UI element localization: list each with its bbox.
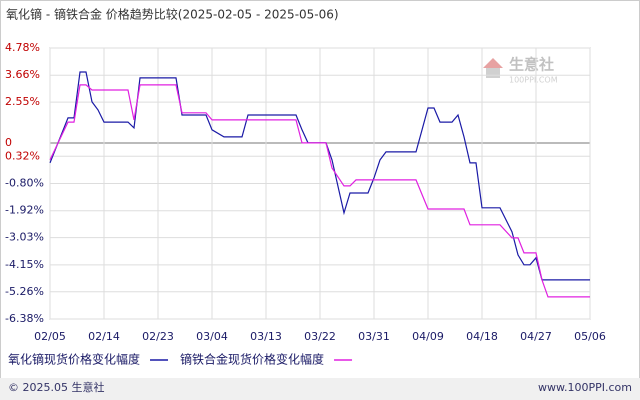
y-tick-label: 2.55% [5, 95, 40, 108]
x-tick-label: 02/14 [88, 330, 120, 343]
x-tick-label: 03/31 [358, 330, 390, 343]
y-tick-label: -3.03% [5, 231, 44, 244]
logo-roof [483, 58, 503, 68]
footer-site: www.100PPI.com [538, 381, 632, 394]
x-tick-label: 02/23 [142, 330, 174, 343]
x-tick-label: 02/05 [34, 330, 66, 343]
footer-copyright: © 2025.05 生意社 [8, 380, 104, 394]
x-tick-label: 03/13 [250, 330, 282, 343]
x-tick-label: 05/06 [574, 330, 606, 343]
x-tick-label: 03/22 [304, 330, 336, 343]
legend-label: 氧化镝现货价格变化幅度 [8, 352, 140, 367]
legend-label: 镝铁合金现货价格变化幅度 [180, 352, 324, 367]
y-tick-label: -6.38% [5, 312, 44, 325]
logo-house [486, 68, 500, 78]
y-tick-label: 4.78% [5, 41, 40, 54]
y-tick-label: -0.80% [5, 177, 44, 190]
y-tick-label: 0.32% [5, 149, 40, 162]
chart-title: 氧化镝 - 镝铁合金 价格趋势比较(2025-02-05 - 2025-05-0… [6, 7, 339, 22]
x-tick-label: 03/04 [196, 330, 228, 343]
y-tick-label: 3.66% [5, 68, 40, 81]
logo-name: 生意社 [509, 56, 554, 74]
y-tick-label: -5.26% [5, 285, 44, 298]
series-line [49, 84, 590, 298]
y-tick-label: 0 [5, 136, 12, 149]
series-line [49, 71, 590, 281]
x-tick-label: 04/18 [466, 330, 498, 343]
footer-bar [0, 378, 640, 400]
x-tick-label: 04/27 [520, 330, 552, 343]
logo: 生意社 100PPI.COM [483, 56, 558, 85]
logo-site: 100PPI.COM [509, 76, 558, 85]
y-tick-label: -1.92% [5, 204, 44, 217]
x-tick-label: 04/09 [412, 330, 444, 343]
y-tick-label: -4.15% [5, 258, 44, 271]
